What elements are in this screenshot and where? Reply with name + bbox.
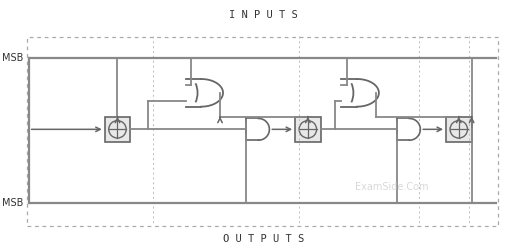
Text: O U T P U T S: O U T P U T S (223, 234, 304, 244)
Bar (105, 117, 131, 142)
Text: MSB: MSB (3, 53, 24, 63)
Text: MSB: MSB (3, 198, 24, 208)
Bar (446, 117, 472, 142)
Text: ExamSide.Com: ExamSide.Com (355, 182, 428, 192)
Text: I N P U T S: I N P U T S (229, 10, 298, 20)
Bar (27, 37, 498, 226)
Bar (295, 117, 320, 142)
